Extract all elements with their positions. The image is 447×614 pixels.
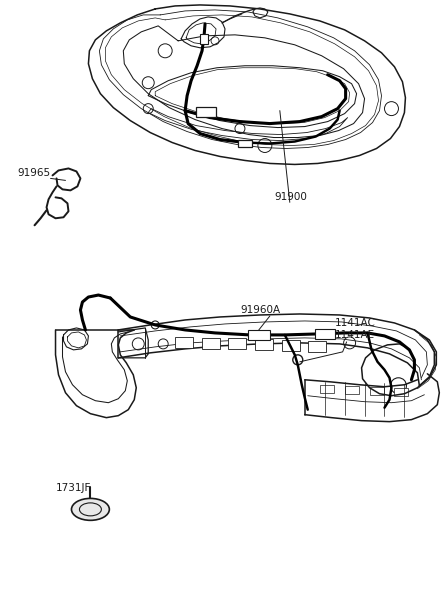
- Text: 91965: 91965: [17, 168, 51, 179]
- Bar: [196, 107, 216, 117]
- Bar: [282, 340, 300, 351]
- Ellipse shape: [72, 499, 110, 520]
- Text: 91900: 91900: [275, 192, 308, 203]
- Bar: [320, 385, 333, 393]
- Bar: [370, 387, 384, 395]
- Bar: [228, 338, 246, 349]
- Text: 1731JF: 1731JF: [55, 483, 91, 494]
- Bar: [202, 338, 220, 349]
- Bar: [345, 386, 358, 394]
- Bar: [394, 389, 409, 397]
- Bar: [255, 340, 273, 350]
- Bar: [315, 329, 335, 339]
- Bar: [248, 330, 270, 340]
- Text: 1141AC: 1141AC: [335, 318, 375, 328]
- Text: 1141AE: 1141AE: [335, 330, 375, 340]
- Bar: [200, 34, 208, 44]
- Bar: [308, 341, 326, 352]
- Text: 91960A: 91960A: [240, 305, 280, 315]
- Bar: [238, 139, 252, 147]
- Bar: [175, 337, 193, 348]
